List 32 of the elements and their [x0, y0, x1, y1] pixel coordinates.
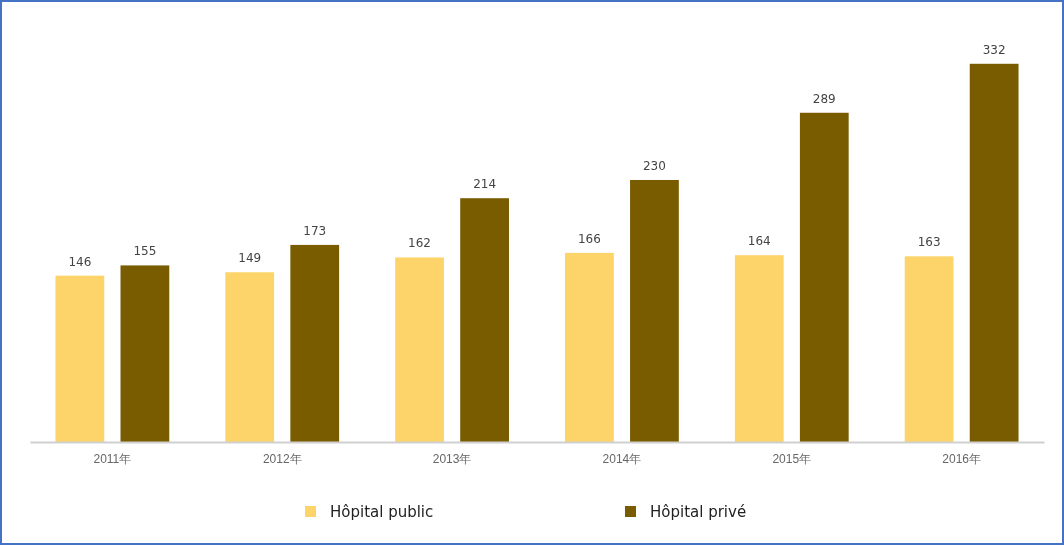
bar [395, 257, 444, 442]
x-tick-label: 2012年 [262, 451, 302, 466]
bar [904, 256, 954, 442]
bar [969, 63, 1019, 442]
data-label: 214 [473, 177, 497, 192]
x-tick-label: 2011年 [93, 451, 132, 466]
bar [225, 272, 275, 442]
legend-label: Hôpital public [330, 503, 434, 521]
data-label: 155 [133, 244, 157, 259]
bar [565, 252, 614, 442]
bar [460, 198, 509, 442]
data-label: 146 [68, 254, 92, 269]
data-label: 173 [303, 223, 327, 238]
data-label: 149 [238, 251, 262, 266]
data-label: 230 [642, 158, 666, 173]
legend-label: Hôpital privé [650, 503, 747, 521]
bar [630, 179, 679, 442]
bar [290, 244, 340, 442]
data-label: 162 [408, 236, 432, 251]
x-tick-label: 2015年 [772, 451, 812, 466]
x-tick-label: 2016年 [942, 451, 981, 466]
bar [734, 255, 784, 442]
data-label: 289 [812, 91, 836, 106]
x-tick-label: 2013年 [432, 451, 472, 466]
data-label: 332 [982, 42, 1006, 57]
bar [55, 275, 105, 442]
data-label: 166 [577, 231, 601, 246]
data-label: 163 [917, 235, 941, 250]
bar [120, 265, 170, 442]
data-label: 164 [747, 234, 771, 249]
x-tick-label: 2014年 [602, 451, 642, 466]
bar [799, 112, 849, 442]
